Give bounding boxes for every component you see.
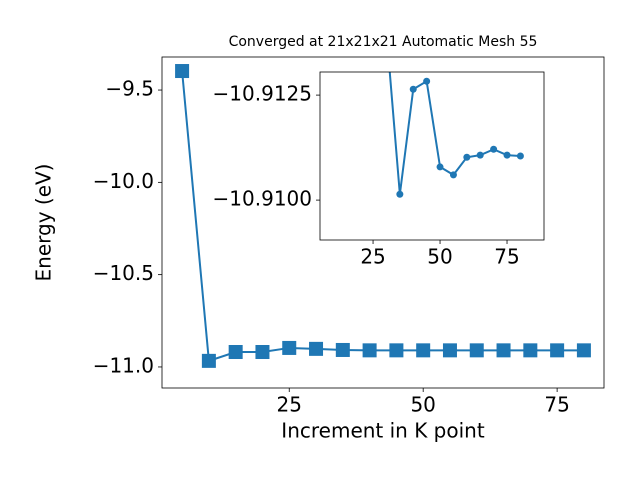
series [388,72,524,198]
y-axis-label: Energy (eV) [32,164,56,282]
marker [496,343,511,358]
marker [442,343,457,358]
x-tick-label: 25 [277,393,302,417]
marker [389,343,404,358]
y-tick-label: −10.0 [93,169,154,193]
x-tick-label: 25 [360,245,385,269]
marker [255,345,270,360]
marker [550,343,565,358]
marker [463,153,471,161]
series [175,64,591,368]
marker [436,163,444,171]
y-tick-label: −10.9125 [213,82,312,106]
marker [423,77,431,85]
x-tick-label: 50 [427,245,452,269]
y-tick-label: −10.9100 [213,187,312,211]
y-tick-label: −10.5 [93,261,154,285]
marker [409,85,417,93]
marker [449,171,457,179]
marker [523,343,538,358]
marker [469,343,484,358]
marker [282,340,297,355]
marker [309,341,324,356]
marker [396,190,404,198]
y-tick-label: −11.0 [93,353,154,377]
chart-title: Converged at 21x21x21 Automatic Mesh 55 [229,34,538,50]
x-axis-label: Increment in K point [281,419,485,443]
x-tick-label: 75 [494,245,519,269]
y-tick-label: −9.5 [105,77,154,101]
marker [416,343,431,358]
marker [228,345,243,360]
marker [576,343,591,358]
marker [490,145,498,153]
x-tick-label: 50 [410,393,435,417]
marker [362,343,377,358]
marker [503,151,511,159]
marker [476,151,484,159]
marker [175,64,190,79]
axes-frame [319,71,545,241]
marker [516,152,524,160]
axes-frame [161,56,605,389]
series-line [181,70,584,363]
marker [201,353,216,368]
marker [335,342,350,357]
x-tick-label: 75 [544,393,569,417]
